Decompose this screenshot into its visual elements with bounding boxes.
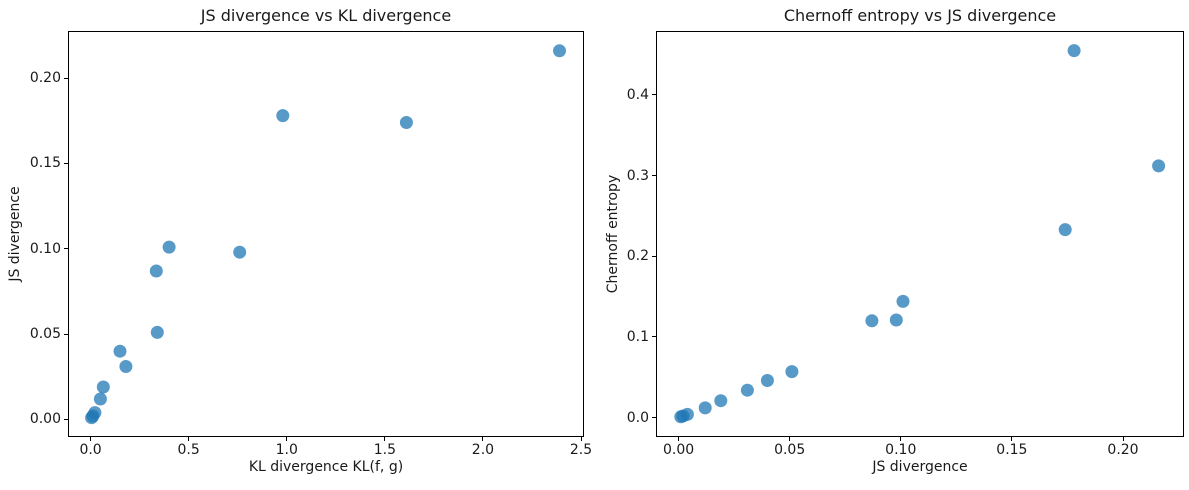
y-tick-mark	[652, 94, 656, 96]
y-tick-label: 0.1	[626, 328, 649, 345]
y-tick-label: 0.4	[626, 86, 649, 103]
x-tick-label: 0.5	[177, 442, 200, 458]
scatter-point	[680, 407, 694, 421]
plot-area: 0.00 0.05 0.10 0.15 0.20 0.0 0.1 0.2 0.3 0.4	[627, 31, 1184, 458]
x-tick-mark	[1122, 437, 1124, 441]
y-tick-label: 0.10	[29, 240, 61, 257]
scatter-point	[896, 294, 910, 308]
scatter-point	[865, 314, 879, 328]
scatter-point	[714, 394, 728, 408]
x-tick-mark	[580, 437, 582, 441]
scatter-point	[119, 360, 133, 373]
scatter-point	[889, 313, 903, 327]
y-axis-label: Chernoff entropy	[605, 174, 621, 294]
y-tick-label: 0.15	[29, 155, 61, 172]
y-tick-label: 0.3	[626, 167, 649, 184]
x-tick-mark	[384, 437, 386, 441]
x-tick-label: 0.10	[885, 442, 917, 458]
y-tick-label: 0.20	[29, 70, 61, 87]
scatter-point	[553, 44, 566, 58]
x-tick-mark	[90, 437, 92, 441]
x-tick-label: 0.0	[79, 442, 102, 458]
y-tick-mark	[652, 417, 656, 419]
y-tick-mark	[652, 175, 656, 177]
scatter-layer	[85, 44, 566, 425]
y-tick-mark	[64, 333, 68, 335]
scatter-point	[1058, 223, 1072, 237]
x-tick-label: 1.5	[373, 442, 396, 458]
y-axis-label: JS divergence	[7, 186, 23, 282]
scatter-point	[1067, 44, 1081, 58]
x-tick-mark	[678, 437, 680, 441]
y-tick-label: 0.2	[626, 248, 649, 265]
scatter-point	[760, 374, 774, 387]
y-tick-label: 0.05	[29, 326, 61, 343]
panel-chernoff-vs-js: Chernoff entropy vs JS divergence Cherno…	[600, 0, 1189, 490]
scatter-point	[740, 383, 754, 397]
scatter-point	[149, 264, 163, 278]
y-tick-mark	[652, 336, 656, 338]
scatter-point	[698, 401, 712, 415]
x-tick-label: 0.05	[774, 442, 806, 458]
x-tick-label: 0.00	[662, 442, 695, 458]
x-tick-mark	[900, 437, 902, 441]
y-tick-mark	[64, 162, 68, 164]
x-axis-label: KL divergence KL(f, g)	[248, 459, 404, 475]
chart-title: Chernoff entropy vs JS divergence	[783, 6, 1057, 25]
y-tick-mark	[64, 77, 68, 79]
scatter-point	[1152, 159, 1166, 173]
scatter-point	[93, 392, 107, 406]
y-tick-mark	[64, 418, 68, 420]
x-tick-label: 0.20	[1107, 442, 1139, 458]
scatter-point	[276, 109, 290, 123]
scatter-point	[113, 344, 127, 358]
y-tick-mark	[652, 255, 656, 257]
x-tick-label: 0.15	[996, 442, 1028, 458]
x-tick-mark	[286, 437, 288, 441]
x-tick-label: 2.5	[569, 442, 593, 458]
scatter-point	[233, 245, 247, 259]
scatter-point	[162, 240, 176, 254]
x-tick-mark	[482, 437, 484, 441]
scatter-layer	[674, 44, 1166, 424]
scatter-point	[88, 406, 102, 420]
panel-js-vs-kl: JS divergence vs KL divergence JS diverg…	[7, 6, 592, 475]
scatter-point	[96, 380, 110, 394]
x-tick-label: 2.0	[471, 442, 495, 458]
x-tick-mark	[188, 437, 190, 441]
y-tick-mark	[64, 248, 68, 250]
y-tick-label: 0.00	[29, 411, 61, 428]
x-tick-label: 1.0	[275, 442, 298, 458]
x-tick-mark	[1011, 437, 1013, 441]
scatter-point	[399, 116, 413, 129]
chart-title: JS divergence vs KL divergence	[200, 6, 452, 25]
scatter-point	[785, 365, 799, 379]
x-axis-label: JS divergence	[872, 459, 968, 475]
scatter-point	[150, 325, 164, 339]
plot-area: 0.0 0.5 1.0 1.5 2.0 2.5 0.00 0.05 0.10 0.15 0.20	[30, 31, 592, 458]
x-tick-mark	[789, 437, 791, 441]
y-tick-label: 0.0	[626, 409, 649, 426]
